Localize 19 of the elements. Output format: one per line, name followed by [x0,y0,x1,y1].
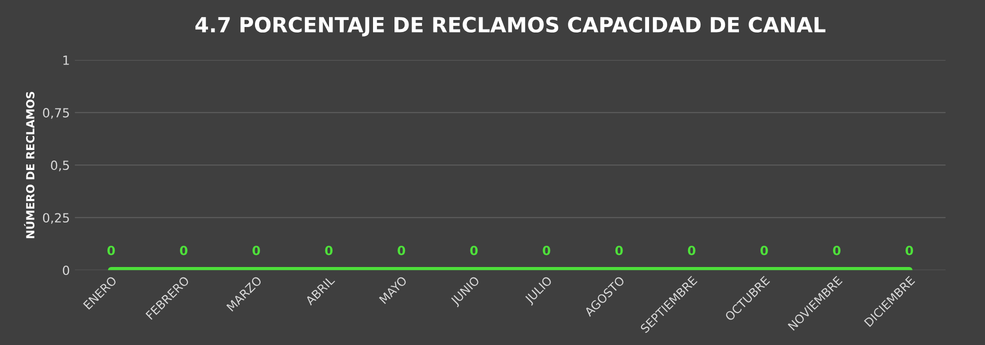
data-label: 0 [180,246,188,256]
data-label: 0 [760,246,768,256]
data-label: 0 [542,246,550,256]
y-tick-label: 0,5 [50,160,69,172]
y-axis-title: NÚMERO DE RECLAMOS [24,92,34,238]
y-tick-label: 1 [63,56,69,65]
data-label: 0 [325,246,333,256]
data-label: 0 [833,246,841,256]
data-label: 0 [252,246,260,256]
y-tick-label: 0,25 [42,213,69,224]
data-label: 0 [470,246,478,256]
y-tick-label: 0 [62,266,70,276]
data-label: 0 [688,246,696,256]
data-label: 0 [615,246,623,256]
data-label: 0 [906,246,914,256]
y-tick-label: 0,75 [42,108,69,119]
data-label: 0 [107,246,115,256]
data-label: 0 [398,246,406,256]
chart-title: 4.7 PORCENTAJE DE RECLAMOS CAPACIDAD DE CANAL [195,16,826,36]
